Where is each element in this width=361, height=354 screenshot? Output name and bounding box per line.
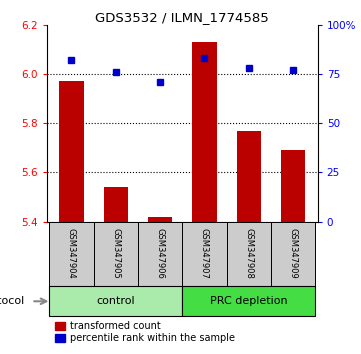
Bar	[55, 334, 65, 342]
Bar	[93, 222, 138, 286]
Bar	[182, 286, 316, 316]
Text: GSM347906: GSM347906	[156, 228, 165, 279]
Bar	[49, 286, 182, 316]
Bar	[281, 150, 305, 222]
Text: protocol: protocol	[0, 296, 25, 306]
Text: GSM347908: GSM347908	[244, 228, 253, 279]
Text: GSM347904: GSM347904	[67, 228, 76, 279]
Bar	[55, 322, 65, 330]
Bar	[138, 222, 182, 286]
Text: percentile rank within the sample: percentile rank within the sample	[70, 333, 235, 343]
Bar	[104, 187, 128, 222]
Text: PRC depletion: PRC depletion	[210, 296, 288, 306]
Text: GSM347909: GSM347909	[289, 228, 298, 279]
Text: GSM347907: GSM347907	[200, 228, 209, 279]
Title: GDS3532 / ILMN_1774585: GDS3532 / ILMN_1774585	[95, 11, 269, 24]
Text: GSM347905: GSM347905	[111, 228, 120, 279]
Bar	[59, 81, 83, 222]
Bar	[227, 222, 271, 286]
Bar	[271, 222, 316, 286]
Text: control: control	[96, 296, 135, 306]
Bar	[182, 222, 227, 286]
Bar	[192, 42, 217, 222]
Bar	[148, 217, 172, 222]
Bar	[49, 222, 93, 286]
Text: transformed count: transformed count	[70, 321, 161, 331]
Bar	[237, 131, 261, 222]
